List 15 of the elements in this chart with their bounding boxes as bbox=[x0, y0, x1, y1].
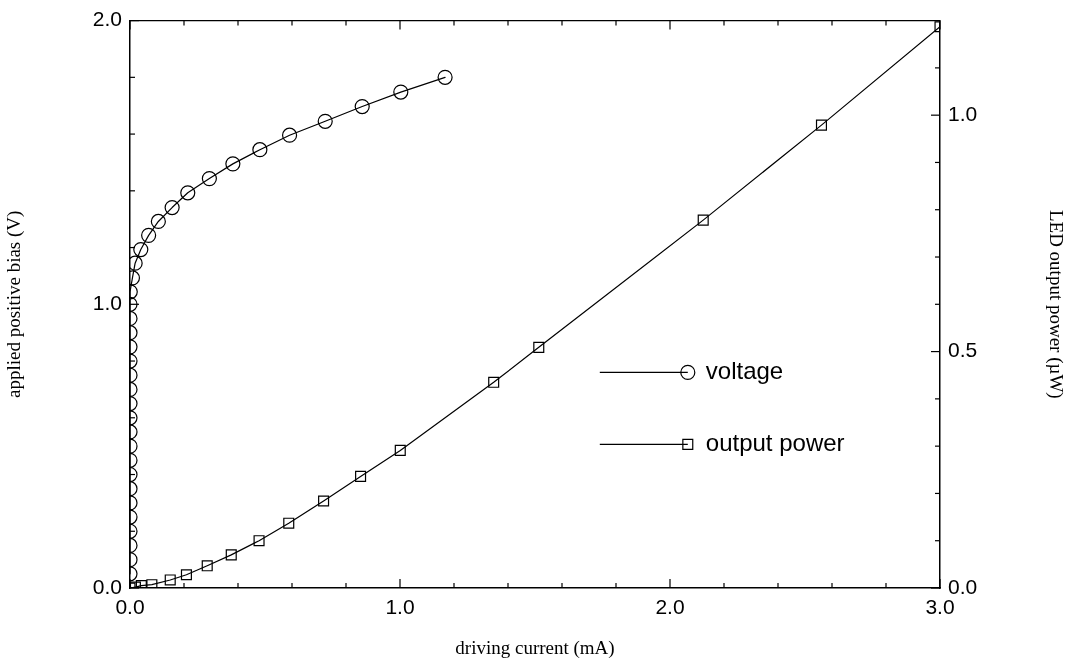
x-tick-label: 1.0 bbox=[385, 595, 415, 619]
y2-tick-label: 1.0 bbox=[948, 101, 978, 125]
y2-axis-title: LED output power (µW) bbox=[1044, 209, 1067, 399]
y2-tick-label: 0.0 bbox=[948, 574, 978, 598]
y-axis-title: applied positive bias (V) bbox=[3, 210, 26, 398]
x-tick-label: 2.0 bbox=[655, 595, 685, 619]
legend-label: voltage bbox=[705, 357, 784, 385]
x-tick-label: 0.0 bbox=[115, 595, 145, 619]
y-tick-label: 0.0 bbox=[92, 574, 122, 598]
y-tick-label: 1.0 bbox=[92, 291, 122, 315]
y-tick-label: 2.0 bbox=[92, 7, 122, 31]
x-axis-title: driving current (mA) bbox=[455, 636, 615, 659]
legend-label: output power bbox=[705, 429, 845, 457]
y2-tick-label: 0.5 bbox=[948, 338, 978, 362]
x-tick-label: 3.0 bbox=[925, 595, 955, 619]
